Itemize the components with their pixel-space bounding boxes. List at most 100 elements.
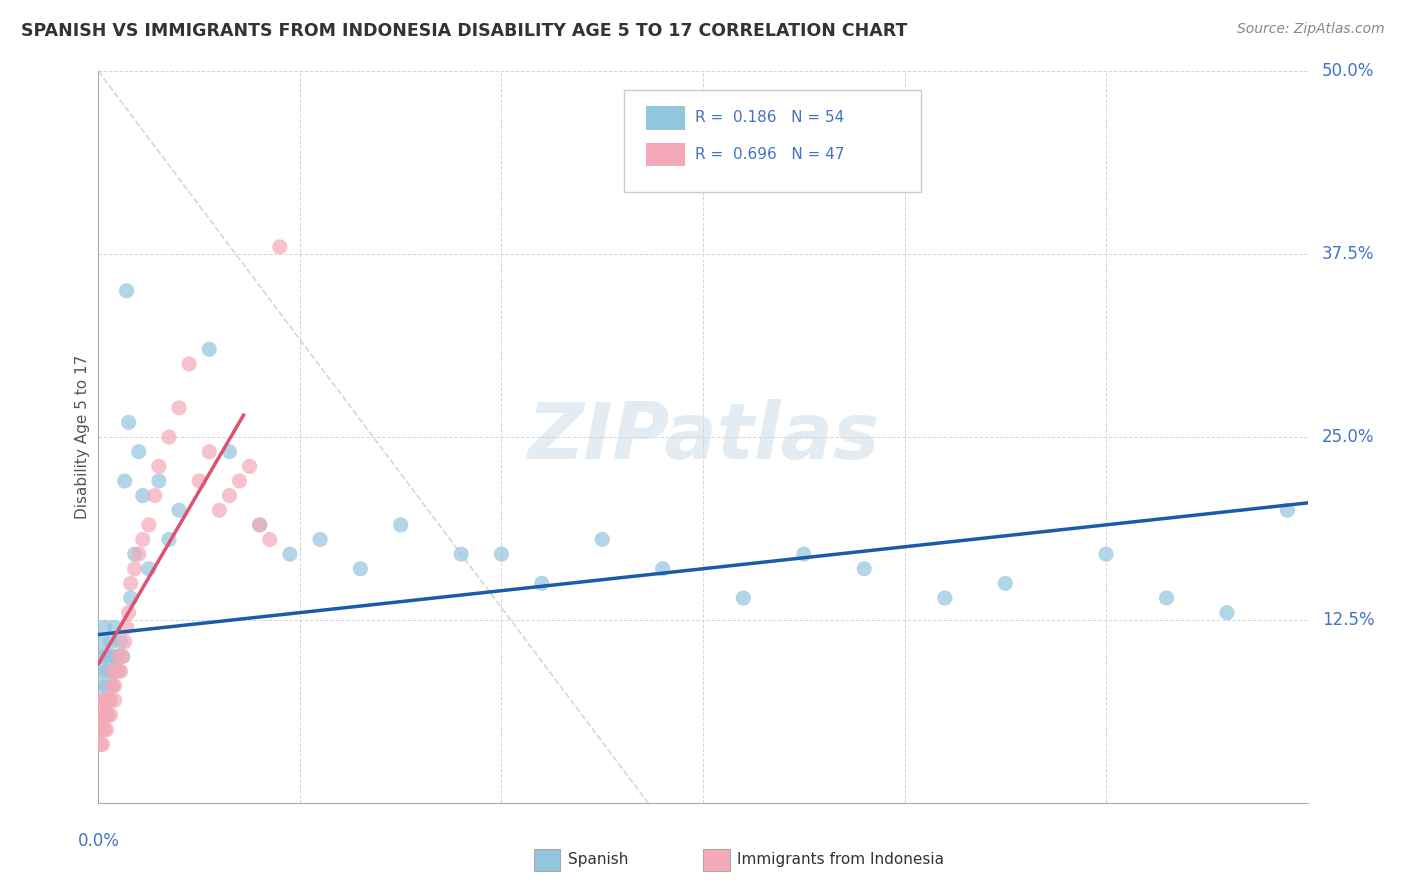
Point <box>100 635 122 649</box>
Point <box>132 489 155 503</box>
Point <box>89 723 111 737</box>
Point <box>249 517 271 532</box>
Point <box>107 649 129 664</box>
FancyBboxPatch shape <box>703 849 730 871</box>
Point <box>91 708 114 723</box>
Point <box>93 708 115 723</box>
Text: R =  0.186   N = 54: R = 0.186 N = 54 <box>695 110 844 125</box>
Point <box>96 723 118 737</box>
Point <box>179 357 201 371</box>
Point <box>188 474 211 488</box>
FancyBboxPatch shape <box>647 143 685 167</box>
Point <box>91 635 114 649</box>
Point <box>97 693 120 707</box>
Point <box>228 474 250 488</box>
Point <box>208 503 231 517</box>
Point <box>101 679 124 693</box>
Point <box>101 664 124 678</box>
Point <box>100 664 122 678</box>
Point <box>530 576 553 591</box>
FancyBboxPatch shape <box>624 90 921 192</box>
Point <box>934 591 956 605</box>
Point <box>93 649 115 664</box>
Point <box>103 620 125 634</box>
Point <box>124 547 146 561</box>
Point <box>114 635 136 649</box>
Point <box>218 444 240 458</box>
Text: SPANISH VS IMMIGRANTS FROM INDONESIA DISABILITY AGE 5 TO 17 CORRELATION CHART: SPANISH VS IMMIGRANTS FROM INDONESIA DIS… <box>21 22 907 40</box>
Point <box>218 489 240 503</box>
Point <box>1095 547 1118 561</box>
Point <box>101 679 124 693</box>
Point <box>793 547 815 561</box>
Point <box>651 562 673 576</box>
Point <box>278 547 301 561</box>
Point <box>111 649 134 664</box>
Text: 50.0%: 50.0% <box>1322 62 1375 80</box>
Point <box>89 649 111 664</box>
Point <box>1277 503 1299 517</box>
Point <box>89 737 111 751</box>
Point <box>103 693 125 707</box>
Point <box>118 606 141 620</box>
FancyBboxPatch shape <box>647 106 685 130</box>
Point <box>450 547 472 561</box>
Point <box>105 649 128 664</box>
Text: Immigrants from Indonesia: Immigrants from Indonesia <box>737 853 943 867</box>
Point <box>853 562 876 576</box>
Point <box>93 693 115 707</box>
Point <box>132 533 155 547</box>
Point <box>93 723 115 737</box>
Point <box>259 533 281 547</box>
Point <box>91 737 114 751</box>
Point <box>96 679 118 693</box>
Point <box>157 533 180 547</box>
Text: R =  0.696   N = 47: R = 0.696 N = 47 <box>695 146 844 161</box>
Point <box>97 693 120 707</box>
Text: ZIPatlas: ZIPatlas <box>527 399 879 475</box>
Point <box>111 649 134 664</box>
Point <box>118 416 141 430</box>
Text: Spanish: Spanish <box>568 853 628 867</box>
Point <box>167 503 190 517</box>
Point <box>249 517 271 532</box>
Point <box>124 562 146 576</box>
Point <box>91 708 114 723</box>
Text: 25.0%: 25.0% <box>1322 428 1375 446</box>
Point <box>115 284 138 298</box>
Point <box>491 547 513 561</box>
Point <box>148 474 170 488</box>
Point <box>120 591 142 605</box>
Point <box>198 343 221 357</box>
Point <box>107 664 129 678</box>
Point <box>198 444 221 458</box>
Point <box>309 533 332 547</box>
Point <box>91 664 114 678</box>
Point <box>128 547 150 561</box>
Point <box>91 693 114 707</box>
Point <box>1216 606 1239 620</box>
Point <box>128 444 150 458</box>
Point <box>103 664 125 678</box>
Point <box>138 562 160 576</box>
Point <box>114 474 136 488</box>
Point <box>103 679 125 693</box>
Text: 37.5%: 37.5% <box>1322 245 1375 263</box>
Point <box>389 517 412 532</box>
FancyBboxPatch shape <box>534 849 561 871</box>
Text: 12.5%: 12.5% <box>1322 611 1375 629</box>
Point <box>91 723 114 737</box>
Point <box>138 517 160 532</box>
Point <box>89 708 111 723</box>
Point <box>157 430 180 444</box>
Point <box>591 533 613 547</box>
Point <box>96 693 118 707</box>
Point <box>120 576 142 591</box>
Point <box>733 591 755 605</box>
Point <box>167 401 190 415</box>
Point <box>96 708 118 723</box>
Point <box>105 664 128 678</box>
Point <box>148 459 170 474</box>
Point <box>97 649 120 664</box>
Point <box>89 679 111 693</box>
